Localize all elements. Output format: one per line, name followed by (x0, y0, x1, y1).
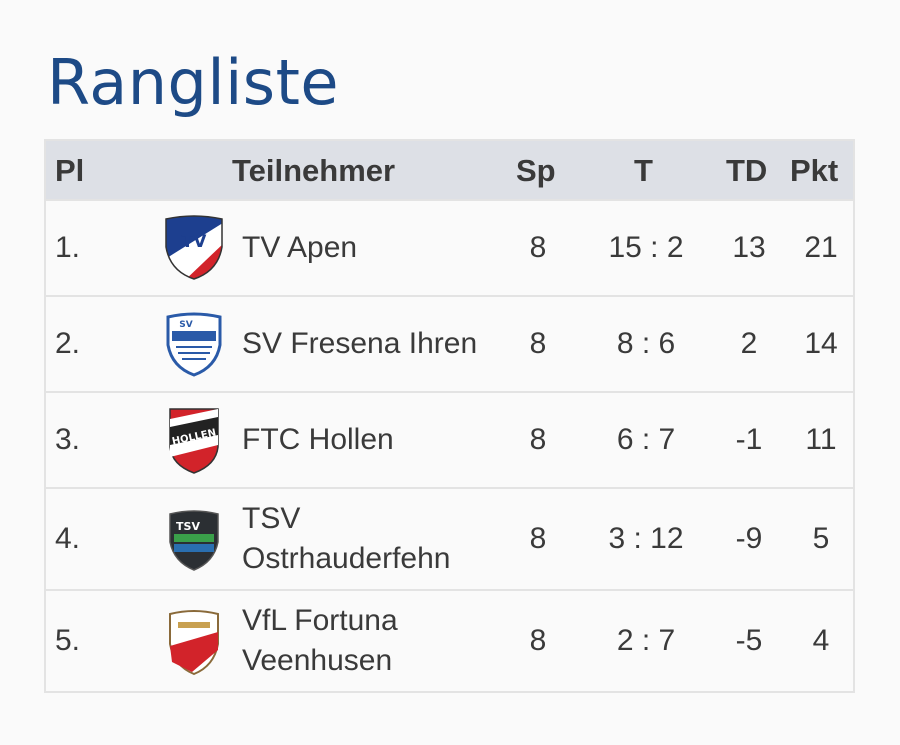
goals: 6 : 7 (616, 423, 676, 456)
table-row[interactable]: 1. TV TV Apen 8 15 : 2 13 21 (46, 199, 853, 295)
header-pkt: Pkt (790, 153, 839, 188)
goal-difference: -5 (735, 624, 763, 657)
team-name: VfL Fortuna Veenhusen (242, 604, 398, 677)
games-played: 8 (529, 327, 547, 360)
sv-fresena-crest-icon: SV (166, 312, 222, 377)
table-row[interactable]: 5. VfL Fortuna Veenhusen 8 2 : 7 -5 4 (46, 589, 853, 691)
points: 11 (805, 423, 837, 456)
standings-table: Pl Teilnehmer Sp T TD Pkt 1. TV TV Apen … (44, 139, 855, 693)
header-sp: Sp (516, 153, 556, 188)
row-position: 1. (55, 231, 81, 264)
goals: 8 : 6 (616, 327, 676, 360)
goals: 3 : 12 (608, 522, 684, 555)
games-played: 8 (529, 423, 547, 456)
tv-apen-crest-icon: TV (165, 215, 223, 280)
table-row[interactable]: 4. TSV TSV Ostrhauderfehn 8 3 : 12 -9 5 (46, 487, 853, 589)
row-position: 2. (55, 327, 81, 360)
svg-text:TV: TV (182, 232, 208, 252)
row-position: 4. (55, 522, 81, 555)
svg-text:SV: SV (179, 320, 192, 330)
points: 14 (804, 327, 838, 360)
games-played: 8 (529, 231, 547, 264)
ftc-hollen-crest-icon: HOLLEN (169, 408, 219, 474)
team-name: TV Apen (242, 231, 358, 264)
table-row[interactable]: 3. HOLLEN FTC Hollen 8 6 : 7 -1 11 (46, 391, 853, 487)
team-name: SV Fresena Ihren (242, 327, 478, 360)
games-played: 8 (529, 624, 547, 657)
goal-difference: -1 (735, 423, 763, 456)
header-pl: Pl (55, 153, 85, 188)
vfl-fortuna-crest-icon (169, 610, 219, 676)
points: 21 (804, 231, 838, 264)
table-row[interactable]: 2. SV SV Fresena Ihren 8 8 : 6 2 14 (46, 295, 853, 391)
page-title: Rangliste (47, 46, 340, 119)
row-position: 3. (55, 423, 81, 456)
header-td: TD (726, 153, 768, 188)
team-name: TSV Ostrhauderfehn (242, 502, 451, 575)
goals: 2 : 7 (616, 624, 676, 657)
table-header: Pl Teilnehmer Sp T TD Pkt (46, 141, 853, 199)
goal-difference: 13 (732, 231, 766, 264)
goals: 15 : 2 (608, 231, 684, 264)
svg-text:TSV: TSV (176, 520, 200, 533)
header-teilnehmer: Teilnehmer (232, 153, 396, 188)
games-played: 8 (529, 522, 547, 555)
team-name: FTC Hollen (242, 423, 394, 456)
goal-difference: 2 (740, 327, 758, 360)
points: 5 (812, 522, 830, 555)
tsv-ostrhauderfehn-crest-icon: TSV (169, 510, 219, 571)
header-t: T (634, 153, 653, 188)
points: 4 (812, 624, 830, 657)
row-position: 5. (55, 624, 81, 657)
goal-difference: -9 (735, 522, 763, 555)
